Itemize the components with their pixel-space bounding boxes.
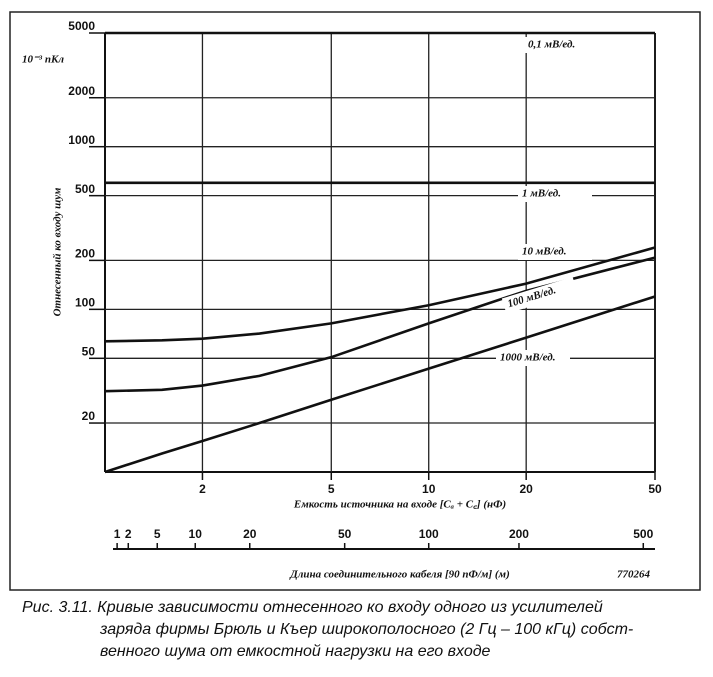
- series-label: 1000 мВ/ед.: [500, 352, 556, 364]
- series-label: 0,1 мВ/ед.: [528, 39, 575, 51]
- label-bg: [518, 244, 592, 260]
- figure-code: 770264: [617, 569, 651, 581]
- x2-tick-label: 500: [633, 527, 653, 541]
- x-tick-label: 10: [422, 482, 436, 496]
- x-tick-label: 50: [648, 482, 662, 496]
- x2-tick-label: 200: [509, 527, 529, 541]
- y-tick-label: 20: [82, 409, 96, 423]
- y-tick-label: 50: [82, 344, 96, 358]
- x2-tick-label: 20: [243, 527, 257, 541]
- caption: венного шума от емкостной нагрузки на ег…: [100, 643, 491, 660]
- x2-tick-label: 100: [419, 527, 439, 541]
- y-tick-label: 1000: [68, 133, 95, 147]
- caption: заряда фирмы Брюль и Къер широкополосног…: [99, 621, 633, 638]
- x-tick-label: 20: [519, 482, 533, 496]
- x2-tick-label: 5: [154, 527, 161, 541]
- x2-tick-label: 50: [338, 527, 352, 541]
- label-bg: [501, 276, 578, 314]
- y-tick-label: 5000: [68, 19, 95, 33]
- x2-tick-label: 10: [189, 527, 203, 541]
- series-line: [104, 246, 656, 343]
- label-bg: [496, 350, 570, 366]
- series-label: 1 мВ/ед.: [522, 188, 561, 200]
- series-label: 10 мВ/ед.: [522, 246, 567, 258]
- x2-axis-title: Длина соединительного кабеля [90 пФ/м] (…: [289, 569, 509, 581]
- x2-tick-label: 2: [125, 527, 132, 541]
- series-line: [104, 295, 656, 474]
- y-axis-title: Отнесенный ко входу шум: [52, 187, 64, 316]
- y-tick-label: 500: [75, 182, 95, 196]
- x-axis-title: Емкость источника на входе [Cₐ + C꜀] (нФ…: [293, 499, 506, 511]
- y-tick-label: 2000: [68, 84, 95, 98]
- y-unit: 10⁻³ пКл: [22, 54, 64, 66]
- y-tick-label: 100: [75, 296, 95, 310]
- y-tick-label: 200: [75, 247, 95, 261]
- x2-tick-label: 1: [114, 527, 121, 541]
- frame: [9, 11, 701, 591]
- label-bg: [524, 37, 598, 53]
- x-tick-label: 5: [328, 482, 335, 496]
- caption: Рис. 3.11. Кривые зависимости отнесенног…: [22, 599, 603, 616]
- x-tick-label: 2: [199, 482, 206, 496]
- label-bg: [518, 186, 592, 202]
